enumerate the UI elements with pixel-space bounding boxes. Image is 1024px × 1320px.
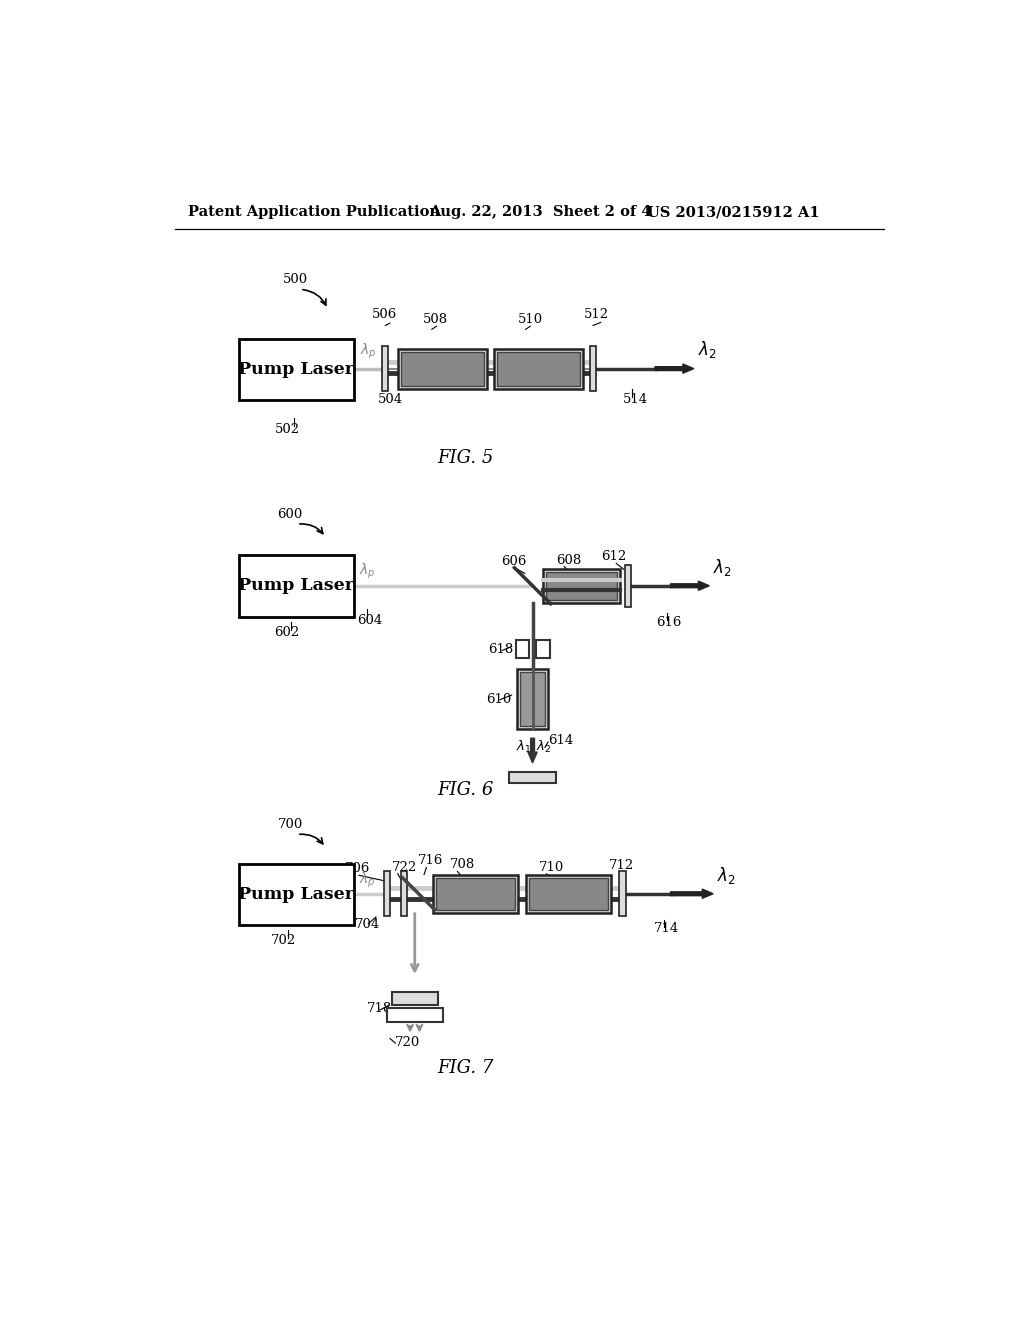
Text: $\lambda_2$: $\lambda_2$: [717, 865, 736, 886]
Bar: [620, 871, 626, 916]
Text: 500: 500: [283, 273, 308, 286]
Text: Aug. 22, 2013  Sheet 2 of 4: Aug. 22, 2013 Sheet 2 of 4: [429, 206, 651, 219]
Text: Patent Application Publication: Patent Application Publication: [188, 206, 440, 219]
Bar: [400, 871, 407, 916]
Text: $\lambda_p$: $\lambda_p$: [360, 342, 377, 362]
Text: 714: 714: [653, 923, 679, 936]
Text: FIG. 5: FIG. 5: [437, 449, 494, 467]
Text: Pump Laser: Pump Laser: [239, 360, 354, 378]
Text: 710: 710: [539, 861, 564, 874]
Bar: [509, 772, 556, 783]
Bar: [384, 871, 390, 916]
Text: 510: 510: [518, 313, 543, 326]
Text: Pump Laser: Pump Laser: [239, 577, 354, 594]
Text: $\lambda_p$: $\lambda_p$: [359, 871, 376, 890]
Text: 504: 504: [378, 393, 402, 407]
Text: 506: 506: [372, 308, 397, 321]
Text: 718: 718: [367, 1002, 392, 1015]
Text: 706: 706: [345, 862, 371, 875]
Text: 610: 610: [486, 693, 511, 706]
Text: 700: 700: [278, 818, 303, 832]
Text: 608: 608: [557, 554, 582, 568]
Bar: [397, 348, 486, 388]
Bar: [435, 878, 515, 909]
Bar: [536, 640, 550, 659]
Text: 716: 716: [418, 854, 443, 867]
Text: US 2013/0215912 A1: US 2013/0215912 A1: [647, 206, 820, 219]
Bar: [515, 640, 529, 659]
Bar: [239, 339, 353, 400]
Bar: [625, 565, 631, 607]
Bar: [590, 346, 596, 391]
Text: $\lambda_2$: $\lambda_2$: [698, 339, 717, 360]
Bar: [497, 351, 580, 385]
Bar: [400, 351, 483, 385]
Text: 600: 600: [278, 508, 303, 521]
Text: 618: 618: [488, 643, 514, 656]
Bar: [494, 348, 583, 388]
Text: $\lambda_p$: $\lambda_p$: [359, 561, 376, 581]
Text: 502: 502: [275, 422, 300, 436]
Text: 708: 708: [450, 858, 475, 871]
FancyArrow shape: [671, 581, 710, 590]
Text: 720: 720: [395, 1036, 421, 1049]
Text: FIG. 7: FIG. 7: [437, 1059, 494, 1077]
Bar: [239, 863, 353, 925]
Text: 508: 508: [423, 313, 447, 326]
Text: $\lambda_2$: $\lambda_2$: [713, 557, 732, 578]
Bar: [382, 346, 388, 391]
Text: 722: 722: [391, 861, 417, 874]
Text: Pump Laser: Pump Laser: [239, 886, 354, 903]
Bar: [432, 875, 518, 913]
Text: 704: 704: [355, 919, 380, 932]
Text: 514: 514: [623, 393, 647, 407]
Text: $\lambda_2$: $\lambda_2$: [536, 738, 551, 755]
Text: 702: 702: [271, 933, 297, 946]
Text: 712: 712: [608, 859, 634, 873]
Text: 614: 614: [548, 734, 573, 747]
Bar: [387, 1007, 442, 1022]
Text: 616: 616: [656, 616, 682, 628]
Text: $\lambda_1$: $\lambda_1$: [515, 738, 530, 755]
FancyArrow shape: [528, 738, 538, 763]
Text: 612: 612: [601, 550, 626, 564]
Bar: [543, 569, 621, 603]
Bar: [239, 554, 353, 616]
Text: FIG. 6: FIG. 6: [437, 781, 494, 799]
Text: 602: 602: [273, 626, 299, 639]
Bar: [528, 878, 607, 909]
Text: 512: 512: [584, 308, 609, 321]
Bar: [546, 572, 617, 599]
Text: 604: 604: [356, 614, 382, 627]
Bar: [517, 669, 548, 729]
Bar: [391, 993, 438, 1005]
Bar: [520, 672, 545, 726]
Bar: [525, 875, 611, 913]
Text: 606: 606: [502, 554, 527, 568]
FancyArrow shape: [655, 364, 693, 374]
FancyArrow shape: [671, 890, 713, 899]
